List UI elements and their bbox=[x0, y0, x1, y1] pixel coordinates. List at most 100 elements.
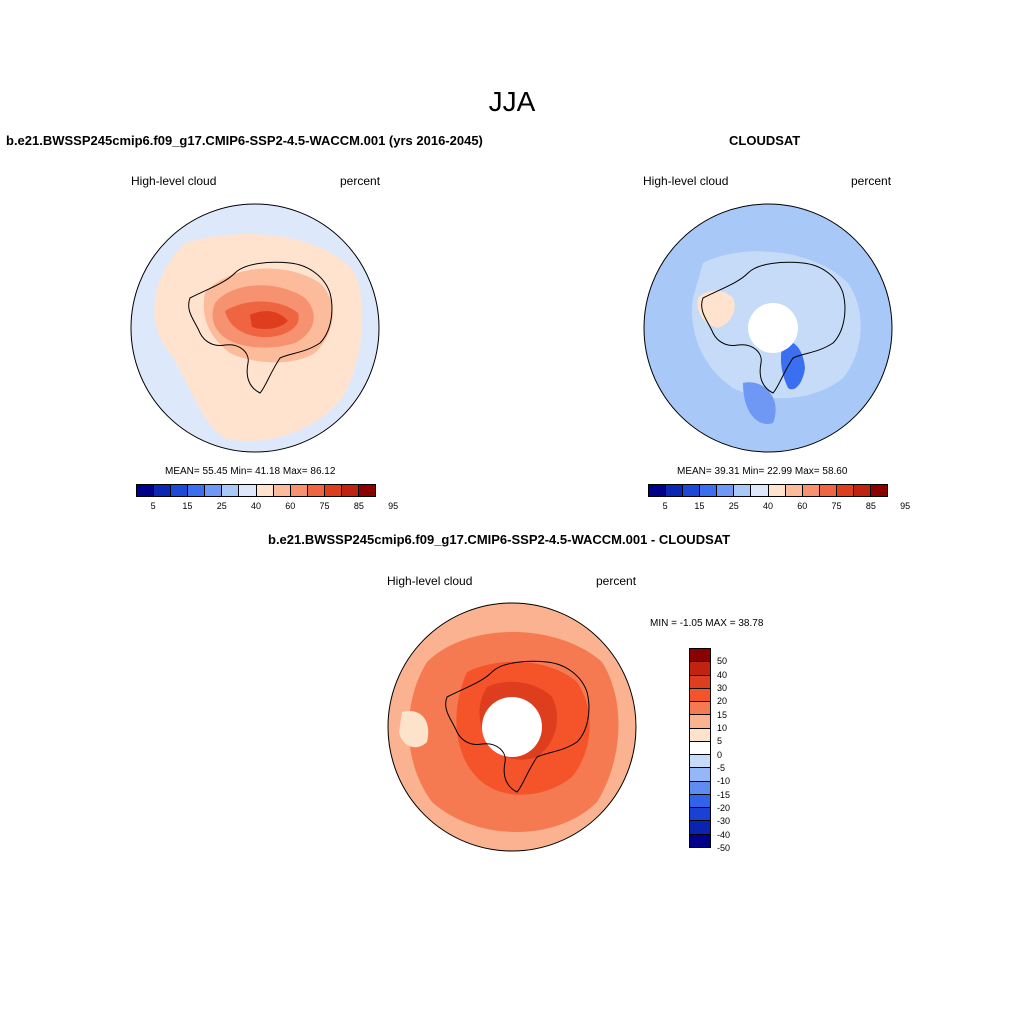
colorbar-cell bbox=[171, 485, 189, 496]
colorbar-diff-ticks: 50 40 30 20 15 10 5 0 -5 -10 -15 -20 -30 -40 -50 bbox=[717, 648, 757, 853]
stat-max-label: Max= bbox=[282, 466, 308, 477]
colorbar-cell bbox=[690, 662, 710, 676]
colorbar-cell bbox=[137, 485, 155, 496]
colorbar-model bbox=[136, 484, 376, 497]
colorbar-cell bbox=[222, 485, 240, 496]
map-diff-coast bbox=[445, 660, 590, 793]
colorbar-tick-label: 40 bbox=[250, 501, 262, 511]
map-obs-coast bbox=[701, 261, 846, 394]
panel-model-units: percent bbox=[340, 174, 381, 188]
colorbar-tick-label: 15 bbox=[182, 501, 193, 511]
panel-obs-stats: MEAN= 39.31 Min= 22.99 Max= 58.60 bbox=[677, 466, 847, 477]
colorbar-cell bbox=[290, 485, 308, 496]
colorbar-obs bbox=[648, 484, 888, 497]
stat-min-value: 22.99 bbox=[767, 466, 793, 477]
colorbar-cell bbox=[154, 485, 172, 496]
map-diff bbox=[387, 602, 637, 852]
map-obs-band-4 bbox=[743, 382, 776, 424]
colorbar-cell bbox=[690, 834, 710, 847]
map-obs-nodata bbox=[748, 303, 798, 353]
panel-diff-title: b.e21.BWSSP245cmip6.f09_g17.CMIP6-SSP2-4… bbox=[268, 532, 731, 547]
colorbar-tick-label: 0 bbox=[717, 749, 723, 760]
figure-title: JJA bbox=[488, 86, 536, 117]
colorbar-cell bbox=[690, 768, 710, 782]
colorbar-tick-label: 30 bbox=[717, 683, 728, 693]
stat-max-value: 86.12 bbox=[310, 466, 336, 477]
colorbar-tick-label: 10 bbox=[717, 723, 728, 733]
stat-max-value: 58.60 bbox=[822, 466, 848, 477]
colorbar-tick-label: 15 bbox=[717, 709, 728, 720]
panel-obs-left-label: High-level cloud bbox=[643, 174, 729, 188]
colorbar-cell bbox=[690, 794, 710, 809]
colorbar-cell bbox=[359, 485, 376, 496]
colorbar-tick-label: 25 bbox=[728, 501, 739, 511]
colorbar-cell bbox=[239, 485, 257, 496]
colorbar-cell bbox=[734, 485, 752, 496]
colorbar-cell bbox=[690, 781, 710, 795]
colorbar-cell bbox=[690, 728, 710, 742]
colorbar-cell bbox=[717, 485, 735, 496]
colorbar-tick-label: -40 bbox=[717, 829, 731, 840]
map-obs bbox=[643, 203, 893, 453]
colorbar-cell bbox=[690, 675, 710, 689]
colorbar-tick-label: -5 bbox=[717, 763, 726, 773]
colorbar-cell bbox=[690, 702, 710, 716]
colorbar-tick-label: 60 bbox=[797, 501, 808, 511]
colorbar-tick-label: 5 bbox=[150, 501, 156, 511]
colorbar-tick-label: 85 bbox=[865, 501, 876, 511]
panel-model-stats: MEAN= 55.45 Min= 41.18 Max= 86.12 bbox=[165, 466, 335, 477]
colorbar-cell bbox=[768, 485, 786, 496]
stat-min-label: Min= bbox=[230, 466, 253, 477]
colorbar-cell bbox=[341, 485, 360, 496]
colorbar-cell bbox=[205, 485, 223, 496]
colorbar-cell bbox=[690, 741, 710, 756]
colorbar-cell bbox=[751, 485, 769, 496]
stat-min-value: 41.18 bbox=[255, 466, 281, 477]
colorbar-tick-label: 5 bbox=[662, 501, 668, 511]
colorbar-cell bbox=[690, 688, 710, 703]
colorbar-tick-label: -10 bbox=[717, 776, 731, 787]
colorbar-tick-label: -20 bbox=[717, 803, 731, 813]
colorbar-tick-label: 5 bbox=[717, 736, 723, 747]
colorbar-tick-label: 75 bbox=[831, 501, 842, 511]
panel-model-left-label: High-level cloud bbox=[131, 174, 217, 188]
colorbar-tick-label: 95 bbox=[388, 501, 399, 511]
colorbar-tick-label: 50 bbox=[717, 656, 728, 667]
map-diff-nodata bbox=[482, 697, 542, 757]
colorbar-tick-label: -50 bbox=[717, 843, 731, 853]
map-obs-band-3 bbox=[780, 341, 805, 390]
colorbar-tick-label: -30 bbox=[717, 816, 731, 827]
colorbar-cell bbox=[273, 485, 291, 496]
colorbar-tick-label: -15 bbox=[717, 789, 731, 800]
stat-mean-label: MEAN= bbox=[165, 466, 200, 477]
colorbar-obs-ticks: 5 15 25 40 60 75 85 95 bbox=[648, 501, 911, 513]
colorbar-cell bbox=[836, 485, 854, 496]
colorbar-cell bbox=[683, 485, 701, 496]
colorbar-cell bbox=[700, 485, 718, 496]
stat-max-label: Max= bbox=[794, 466, 820, 477]
colorbar-cell bbox=[819, 485, 837, 496]
colorbar-cell bbox=[871, 485, 888, 496]
map-diff-band-4 bbox=[399, 711, 429, 748]
stat-mean-label: MEAN= bbox=[677, 466, 712, 477]
colorbar-tick-label: 95 bbox=[900, 501, 911, 511]
colorbar-tick-label: 60 bbox=[285, 501, 296, 511]
colorbar-cell bbox=[324, 485, 342, 496]
colorbar-tick-label: 40 bbox=[717, 669, 728, 680]
colorbar-cell bbox=[690, 808, 710, 822]
colorbar-cell bbox=[256, 485, 274, 496]
colorbar-cell bbox=[690, 649, 710, 663]
colorbar-tick-label: 20 bbox=[717, 696, 728, 707]
stat-mean-value: 55.45 bbox=[202, 466, 228, 477]
colorbar-tick-label: 25 bbox=[216, 501, 227, 511]
map-obs-band-2 bbox=[697, 290, 735, 328]
colorbar-model-ticks: 5 15 25 40 60 75 85 95 bbox=[136, 501, 399, 513]
colorbar-tick-label: 85 bbox=[353, 501, 364, 511]
panel-model-title: b.e21.BWSSP245cmip6.f09_g17.CMIP6-SSP2-4… bbox=[6, 133, 483, 148]
panel-diff-left-label: High-level cloud bbox=[387, 574, 473, 588]
colorbar-cell bbox=[690, 755, 710, 769]
colorbar-cell bbox=[666, 485, 684, 496]
stat-mean-value: 39.31 bbox=[714, 466, 740, 477]
colorbar-cell bbox=[785, 485, 803, 496]
colorbar-cell bbox=[802, 485, 820, 496]
